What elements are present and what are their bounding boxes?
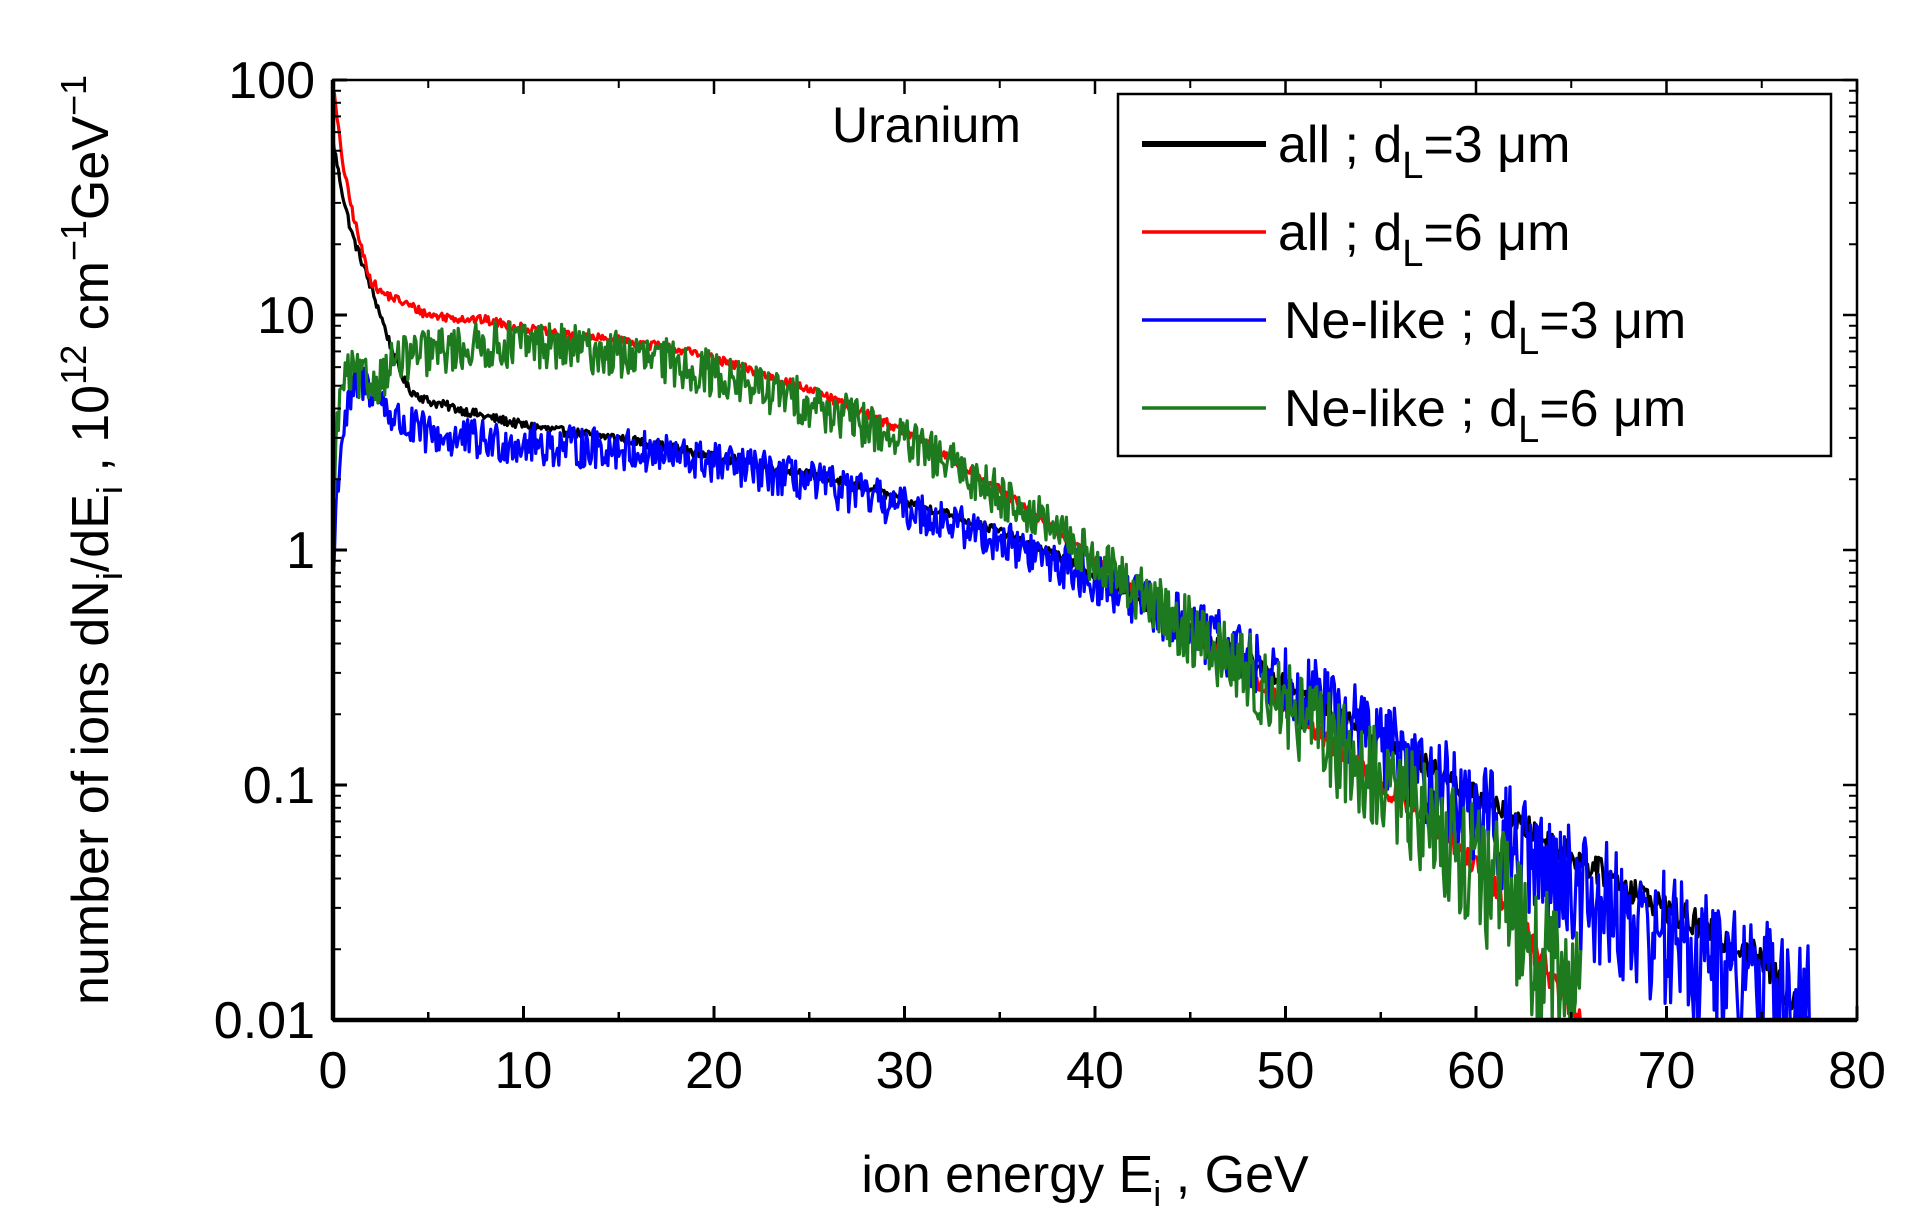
x-tick-label: 50 <box>1257 1042 1315 1100</box>
x-axis-title: ion energy Ei , GeV <box>861 1146 1309 1214</box>
y-tick-label: 10 <box>257 287 315 345</box>
x-tick-label: 80 <box>1828 1042 1886 1100</box>
x-tick-label: 0 <box>319 1042 348 1100</box>
x-tick-label: 60 <box>1447 1042 1505 1100</box>
x-tick-label: 10 <box>495 1042 553 1100</box>
series-layer <box>333 88 1811 1020</box>
legend-label-4: Ne-like ; dL=6 μm <box>1284 380 1686 451</box>
x-tick-label: 70 <box>1638 1042 1696 1100</box>
x-tick-label: 40 <box>1066 1042 1124 1100</box>
legend-label-2: all ; dL=6 μm <box>1278 204 1570 275</box>
series-line-3 <box>333 365 1811 1020</box>
y-axis-title: number of ions dNi/dEi , 1012 cm−1GeV−1 <box>53 75 130 1005</box>
legend-box <box>1116 92 1833 458</box>
y-tick-label: 0.1 <box>243 757 315 815</box>
legend: all ; dL=3 μm all ; dL=6 μm Ne-like ; dL=3… <box>1116 92 1833 458</box>
legend-label-3: Ne-like ; dL=3 μm <box>1284 292 1686 363</box>
x-tick-label: 20 <box>685 1042 743 1100</box>
y-tick-label: 0.01 <box>214 992 315 1050</box>
chart-annotation: Uranium <box>832 97 1021 153</box>
x-tick-label: 30 <box>876 1042 934 1100</box>
axes-layer: 0 10 20 30 40 50 60 70 80 0.01 0.1 1 10 100 ion energy… <box>53 52 1886 1214</box>
series-line-4 <box>333 320 1583 1020</box>
y-tick-label: 1 <box>286 522 315 580</box>
legend-label-1: all ; dL=3 μm <box>1278 116 1570 187</box>
y-tick-label: 100 <box>228 52 315 110</box>
